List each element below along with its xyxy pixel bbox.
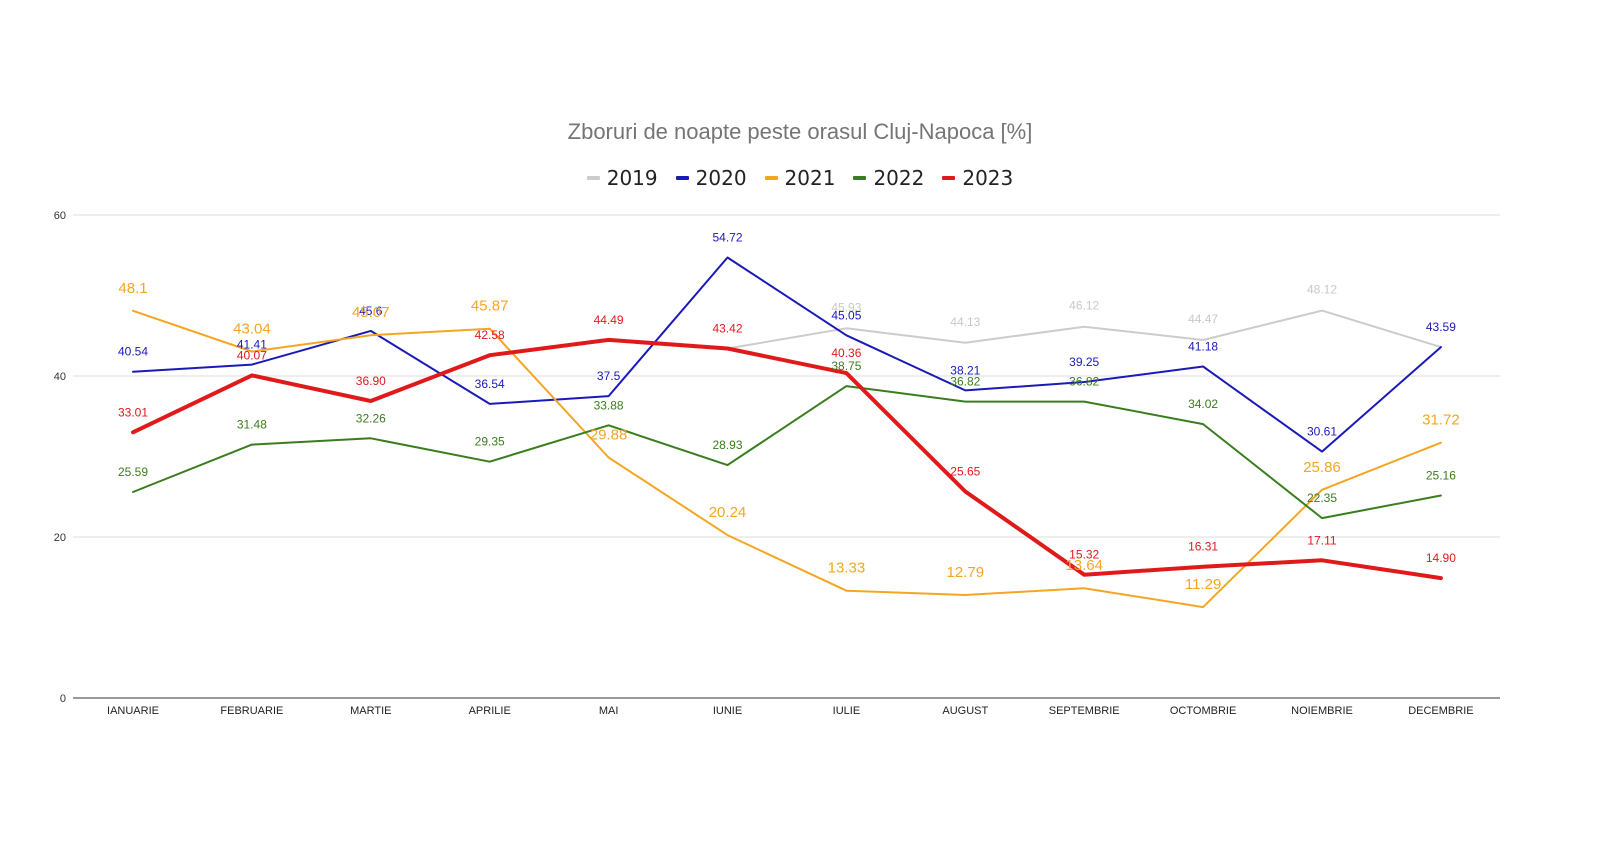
data-label: 48.12	[1307, 283, 1337, 297]
legend-label: 2022	[873, 166, 925, 190]
legend-swatch	[586, 176, 600, 180]
data-label: 25.16	[1426, 468, 1456, 482]
data-label: 32.26	[356, 411, 386, 425]
x-tick-label: DECEMBRIE	[1408, 705, 1473, 717]
data-label: 28.93	[712, 438, 742, 452]
legend-label: 2023	[962, 166, 1014, 190]
x-tick-label: IANUARIE	[107, 705, 159, 717]
legend-swatch	[853, 176, 867, 180]
data-label: 33.88	[594, 398, 624, 412]
legend-item-2019: 2019	[586, 166, 658, 190]
data-label: 43.42	[712, 321, 742, 335]
data-label: 25.59	[118, 465, 148, 479]
data-label: 17.11	[1307, 533, 1336, 547]
data-label: 45.87	[471, 298, 509, 315]
data-label: 20.24	[709, 504, 747, 521]
data-label: 12.79	[947, 564, 985, 581]
data-label: 37.5	[597, 369, 621, 383]
data-label: 14.90	[1426, 551, 1456, 565]
legend-label: 2020	[695, 166, 747, 190]
x-tick-label: SEPTEMBRIE	[1049, 705, 1120, 717]
data-label: 38.75	[831, 359, 861, 373]
data-label: 36.82	[1069, 375, 1099, 389]
data-label: 46.12	[1069, 299, 1099, 313]
data-label: 42.58	[475, 328, 505, 342]
data-label: 44.47	[1188, 312, 1218, 326]
legend-swatch	[675, 176, 689, 180]
data-label: 33.01	[118, 405, 148, 419]
legend-swatch	[764, 176, 778, 180]
legend-item-2023: 2023	[942, 166, 1013, 190]
data-label: 38.21	[950, 363, 980, 377]
data-label: 31.72	[1422, 412, 1460, 429]
series-line-2020	[132, 256, 1442, 453]
data-label: 40.36	[831, 346, 861, 360]
data-label: 22.35	[1307, 491, 1337, 505]
data-label: 11.29	[1185, 576, 1221, 593]
data-label: 34.02	[1188, 397, 1218, 411]
data-label: 36.82	[950, 375, 980, 389]
data-label: 48.1	[118, 280, 147, 297]
data-label: 43.04	[233, 321, 271, 338]
x-tick-label: NOIEMBRIE	[1291, 705, 1353, 717]
data-label: 30.61	[1307, 425, 1337, 439]
data-label: 25.86	[1303, 459, 1341, 476]
data-label: 41.41	[237, 338, 267, 352]
data-label: 15.32	[1069, 548, 1099, 562]
data-label: 41.18	[1188, 340, 1218, 354]
y-tick-label: 60	[54, 210, 66, 222]
data-label: 45.05	[831, 308, 861, 322]
legend-item-2021: 2021	[764, 166, 836, 190]
data-label: 45.93	[831, 300, 861, 314]
legend-label: 2019	[606, 166, 658, 190]
data-label: 54.72	[712, 231, 742, 245]
legend: 2019 2020 2021 2022 2023	[0, 166, 1600, 190]
series-line-2021	[132, 309, 1442, 609]
data-label: 39.25	[1069, 355, 1099, 369]
y-tick-label: 40	[54, 371, 66, 383]
y-tick-label: 0	[60, 693, 66, 705]
data-label: 36.54	[475, 377, 505, 391]
series-line-2022	[132, 385, 1442, 520]
data-label: 29.35	[475, 435, 505, 449]
series-line-2019	[726, 309, 1442, 350]
data-label: 13.64	[1065, 557, 1103, 574]
data-label: 31.48	[237, 418, 267, 432]
data-label: 45.6	[359, 304, 383, 318]
x-tick-label: IUNIE	[713, 705, 742, 717]
data-label: 40.07	[237, 348, 267, 362]
x-tick-label: OCTOMBRIE	[1170, 705, 1236, 717]
y-tick-label: 20	[54, 532, 66, 544]
data-label: 25.65	[950, 465, 980, 479]
series-line-2023	[131, 337, 1443, 581]
data-label: 40.54	[118, 345, 148, 359]
legend-swatch	[942, 176, 956, 180]
data-label: 16.31	[1188, 540, 1218, 554]
x-tick-label: FEBRUARIE	[220, 705, 283, 717]
x-tick-label: MAI	[599, 705, 619, 717]
x-tick-label: IULIE	[833, 705, 861, 717]
x-tick-label: AUGUST	[942, 705, 988, 717]
legend-label: 2021	[784, 166, 836, 190]
data-label: 36.90	[356, 374, 386, 388]
chart-title: Zboruri de noapte peste orasul Cluj-Napo…	[567, 119, 1033, 144]
x-tick-label: MARTIE	[350, 705, 391, 717]
legend-item-2020: 2020	[675, 166, 747, 190]
data-label: 13.33	[828, 560, 866, 577]
data-label: 45.07	[352, 304, 390, 321]
data-label: 29.88	[590, 426, 628, 443]
data-label: 43.59	[1426, 320, 1456, 334]
data-label: 44.49	[594, 313, 624, 327]
legend-item-2022: 2022	[853, 166, 924, 190]
x-tick-label: APRILIE	[469, 705, 511, 717]
data-label: 44.13	[950, 315, 980, 329]
